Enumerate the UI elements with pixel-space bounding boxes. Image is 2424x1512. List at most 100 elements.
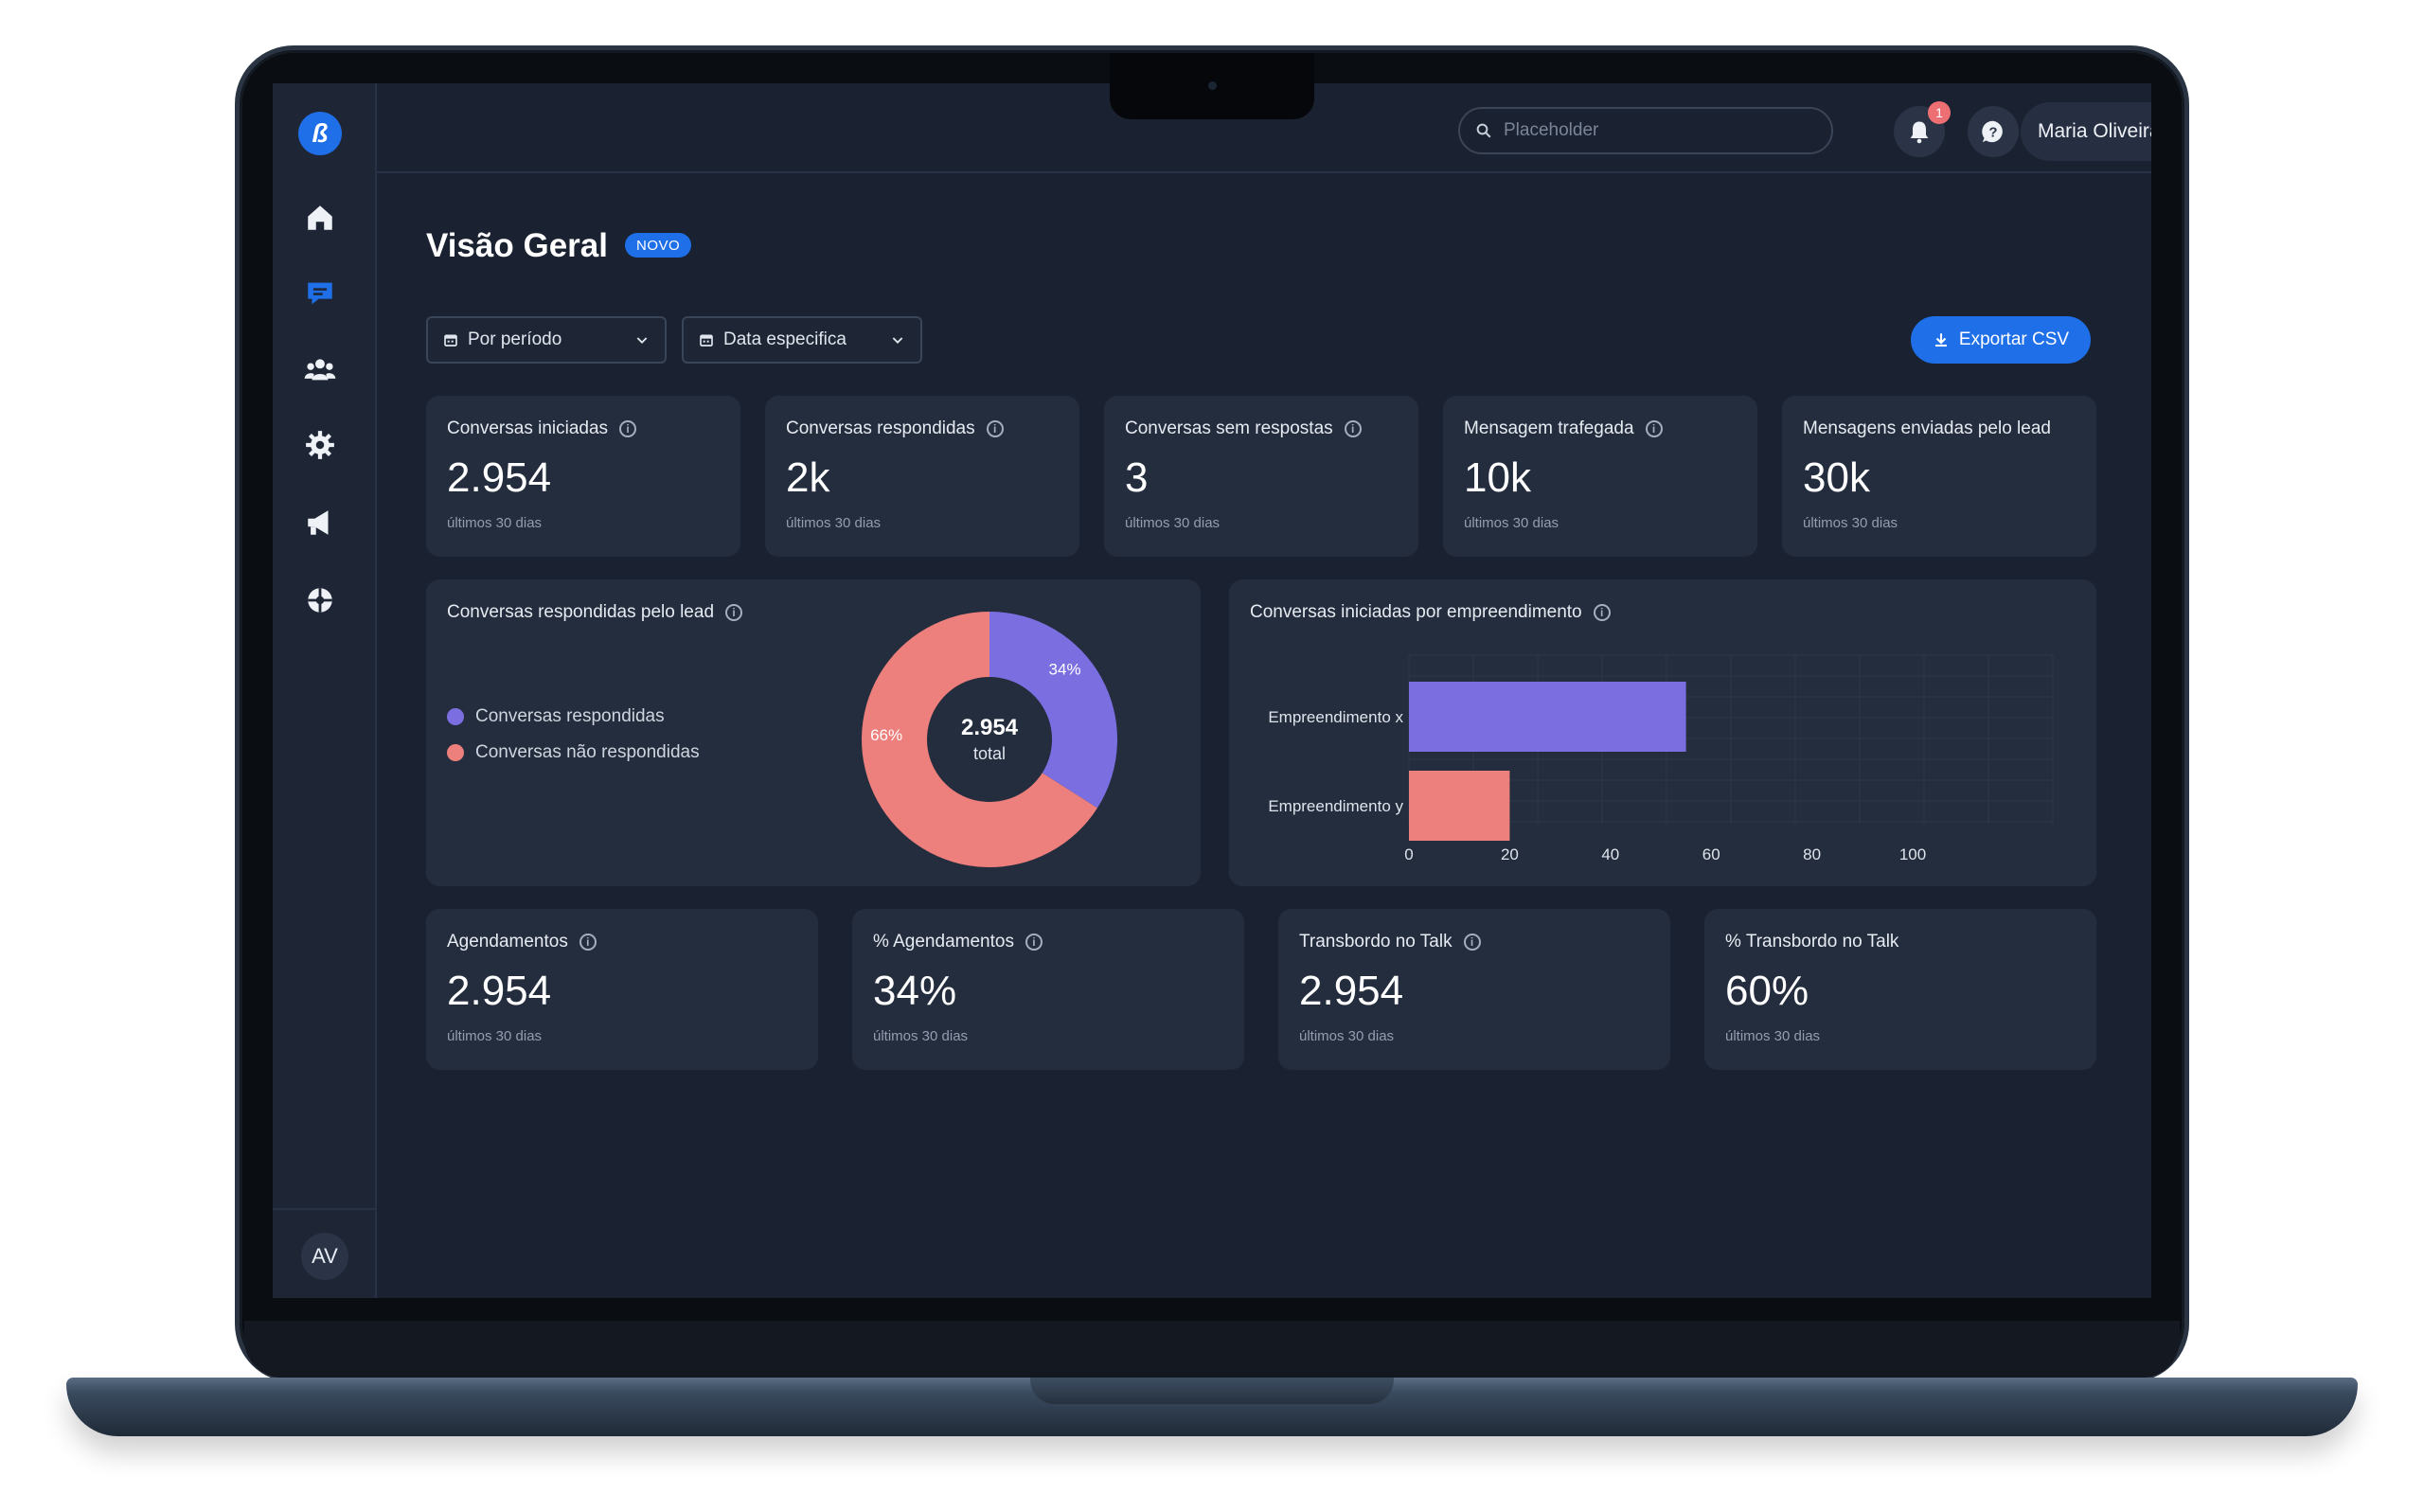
period-select-label: Por período bbox=[468, 329, 562, 349]
kpi-label: Mensagem trafegada bbox=[1464, 418, 1634, 438]
x-tick-label: 60 bbox=[1702, 845, 1720, 863]
kpi-label-row: Conversas iniciadas i bbox=[447, 418, 637, 439]
kpi-label: Conversas sem respostas bbox=[1125, 418, 1333, 438]
bell-icon bbox=[1910, 121, 1929, 144]
kpi-card-transbordo-talk: Transbordo no Talk i 2.954 últimos 30 dia… bbox=[1278, 909, 1670, 1070]
legend-item: Conversas respondidas bbox=[447, 706, 665, 727]
date-select-label: Data especifica bbox=[723, 329, 847, 349]
donut-center-label: total bbox=[973, 744, 1006, 763]
panel-title-row: Conversas iniciadas por empreendimento i bbox=[1250, 602, 1611, 623]
notification-badge: 1 bbox=[1928, 101, 1951, 124]
camera-notch bbox=[1110, 53, 1314, 119]
calendar-icon bbox=[444, 334, 457, 347]
donut-chart-panel: Conversas respondidas pelo lead i Convers… bbox=[426, 579, 1201, 886]
kpi-period: últimos 30 dias bbox=[1299, 1028, 1395, 1044]
legend-swatch bbox=[447, 744, 464, 761]
donut-center-value: 2.954 bbox=[961, 715, 1019, 740]
kpi-period: últimos 30 dias bbox=[447, 515, 543, 531]
kpi-value: 2.954 bbox=[447, 968, 552, 1014]
calendar-icon bbox=[700, 334, 713, 347]
donut-slice[interactable] bbox=[862, 612, 1097, 867]
donut-slice-label: 66% bbox=[870, 726, 902, 744]
users-icon[interactable] bbox=[301, 350, 339, 388]
kpi-value: 2.954 bbox=[1299, 968, 1404, 1014]
page-title: Visão Geral bbox=[426, 227, 608, 264]
kpi-period: últimos 30 dias bbox=[1803, 515, 1898, 531]
megaphone-icon[interactable] bbox=[301, 504, 339, 542]
kpi-card-percent-agendamentos: % Agendamentos i 34% últimos 30 dias bbox=[852, 909, 1244, 1070]
kpi-value: 60% bbox=[1725, 968, 1809, 1014]
info-icon[interactable]: i bbox=[1645, 420, 1663, 437]
kpi-label: Mensagens enviadas pelo lead bbox=[1803, 418, 2051, 438]
help-button[interactable]: ? bbox=[1968, 106, 2019, 157]
kpi-value: 10k bbox=[1464, 454, 1531, 501]
kpi-label-row: Conversas respondidas i bbox=[786, 418, 1004, 439]
panel-title-row: Conversas respondidas pelo lead i bbox=[447, 602, 743, 623]
svg-text:?: ? bbox=[1988, 125, 1997, 141]
bar-chart: Empreendimento x Empreendimento y 0 20 40 60 8… bbox=[1268, 654, 2054, 863]
export-csv-button[interactable]: Exportar CSV bbox=[1911, 316, 2091, 364]
kpi-period: últimos 30 dias bbox=[786, 515, 882, 531]
info-icon[interactable]: i bbox=[1344, 420, 1362, 437]
gear-icon[interactable] bbox=[301, 426, 339, 464]
x-tick-label: 20 bbox=[1501, 845, 1519, 863]
info-icon[interactable]: i bbox=[1463, 934, 1481, 951]
info-icon[interactable]: i bbox=[1593, 604, 1611, 621]
bar-category-label: Empreendimento x bbox=[1268, 708, 1403, 726]
date-select[interactable]: Data especifica bbox=[682, 316, 922, 364]
kpi-label-row: Agendamentos i bbox=[447, 932, 597, 952]
donut-slice[interactable] bbox=[989, 612, 1117, 809]
legend-item: Conversas não respondidas bbox=[447, 742, 700, 763]
info-icon[interactable]: i bbox=[619, 420, 637, 437]
kpi-period: últimos 30 dias bbox=[447, 1028, 543, 1044]
donut-slice-label: 34% bbox=[1049, 660, 1081, 678]
chevron-down-icon bbox=[636, 337, 648, 344]
kpi-label: Conversas iniciadas bbox=[447, 418, 609, 438]
info-icon[interactable]: i bbox=[986, 420, 1004, 437]
info-icon[interactable]: i bbox=[1025, 934, 1043, 951]
avatar[interactable]: AV bbox=[301, 1233, 348, 1280]
panel-title: Conversas respondidas pelo lead bbox=[447, 602, 715, 622]
chevron-down-icon bbox=[892, 337, 903, 344]
info-icon[interactable]: i bbox=[579, 934, 597, 951]
kpi-value: 2k bbox=[786, 454, 830, 501]
kpi-value: 3 bbox=[1125, 454, 1149, 501]
bar[interactable] bbox=[1409, 682, 1686, 752]
kpi-value: 30k bbox=[1803, 454, 1870, 501]
kpi-card-agendamentos: Agendamentos i 2.954 últimos 30 dias bbox=[426, 909, 818, 1070]
sidebar: ß AV bbox=[273, 83, 377, 1298]
user-menu[interactable]: Maria Oliveira bbox=[2021, 102, 2151, 161]
kpi-period: últimos 30 dias bbox=[1464, 515, 1560, 531]
laptop-hinge-notch bbox=[1030, 1378, 1394, 1404]
legend-label: Conversas não respondidas bbox=[475, 742, 700, 762]
user-name: Maria Oliveira bbox=[2038, 120, 2151, 142]
integrations-icon[interactable] bbox=[301, 581, 339, 619]
home-icon[interactable] bbox=[301, 199, 339, 237]
kpi-value: 2.954 bbox=[447, 454, 552, 501]
kpi-value: 34% bbox=[873, 968, 957, 1014]
donut-chart: 34% 66% 2.954 total bbox=[862, 612, 1117, 867]
x-tick-label: 80 bbox=[1803, 845, 1821, 863]
notifications-button[interactable]: 1 bbox=[1894, 101, 1951, 157]
kpi-period: últimos 30 dias bbox=[1725, 1028, 1821, 1044]
kpi-card-percent-transbordo-talk: % Transbordo no Talk 60% últimos 30 dias bbox=[1704, 909, 2096, 1070]
kpi-card-mensagens-enviadas: Mensagens enviadas pelo lead 30k últimos… bbox=[1782, 396, 2096, 557]
legend-label: Conversas respondidas bbox=[475, 706, 665, 726]
kpi-label-row: Mensagem trafegada i bbox=[1464, 418, 1663, 439]
logo-icon[interactable]: ß bbox=[298, 112, 342, 155]
bar-category-label: Empreendimento y bbox=[1268, 797, 1403, 815]
bar[interactable] bbox=[1409, 771, 1510, 841]
bar-chart-panel: Conversas iniciadas por empreendimento i … bbox=[1229, 579, 2096, 886]
info-icon[interactable]: i bbox=[725, 604, 743, 621]
kpi-label: % Agendamentos bbox=[873, 932, 1014, 952]
new-badge: NOVO bbox=[625, 233, 692, 258]
chat-icon[interactable] bbox=[301, 275, 339, 312]
kpi-label-row: % Agendamentos i bbox=[873, 932, 1043, 952]
kpi-label: Conversas respondidas bbox=[786, 418, 975, 438]
x-tick-label: 40 bbox=[1601, 845, 1619, 863]
kpi-period: últimos 30 dias bbox=[1125, 515, 1221, 531]
search-input[interactable] bbox=[1504, 120, 1816, 141]
period-select[interactable]: Por período bbox=[426, 316, 667, 364]
kpi-label: Transbordo no Talk bbox=[1299, 932, 1453, 952]
search-box[interactable] bbox=[1458, 107, 1833, 154]
